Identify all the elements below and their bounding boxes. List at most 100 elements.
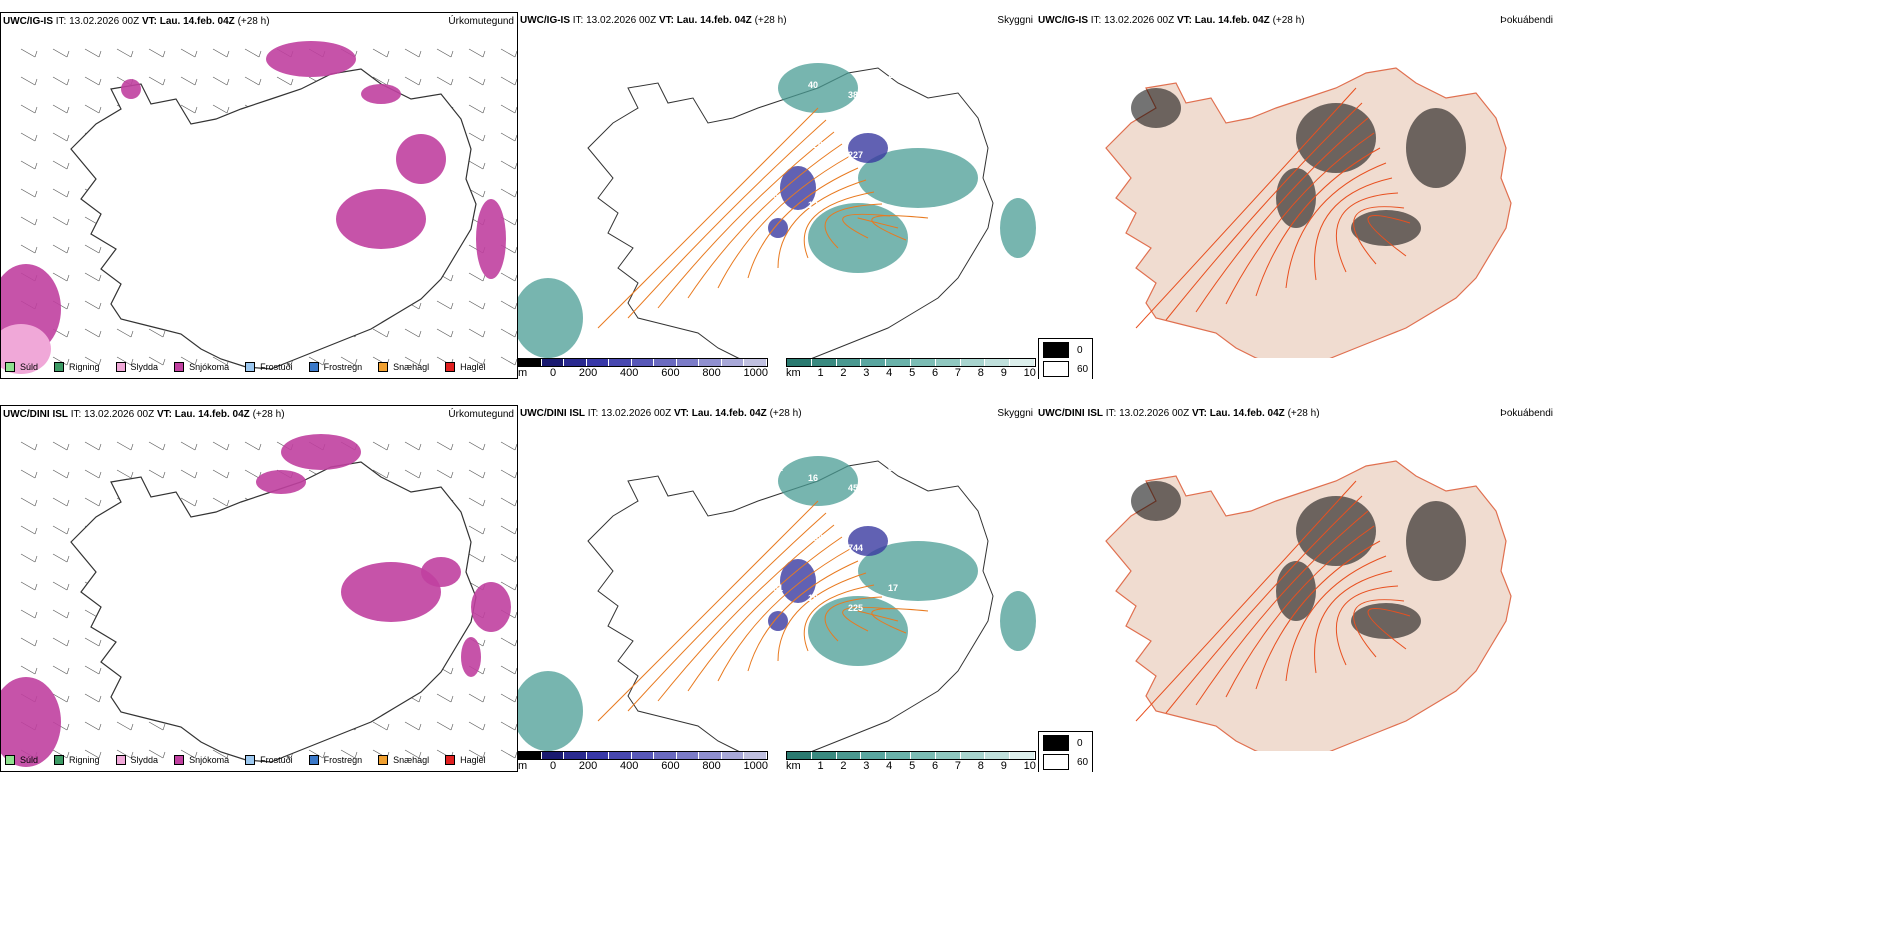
legend-swatch <box>115 362 126 372</box>
precip-type-panel: UWC/IG-IS IT: 13.02.2026 00Z VT: Lau. 14… <box>0 12 518 379</box>
fog-legend-label: 60 <box>1077 756 1089 768</box>
ceiling-tick: 200 <box>578 760 598 772</box>
precip-legend: Súld Rigning Slydda Snjókoma Frostúði Frostre… <box>5 360 486 374</box>
snow-area <box>336 189 426 249</box>
legend-item: Frostregn <box>308 362 362 372</box>
ceiling-value-label: 524 <box>768 523 783 533</box>
valid-time: Lau. 14.feb. 04Z <box>159 16 235 27</box>
ceiling-value-label: 17 <box>888 583 898 593</box>
legend-swatch <box>245 755 256 765</box>
panel-title: UWC/IG-IS IT: 13.02.2026 00Z VT: Lau. 14… <box>3 16 270 27</box>
road <box>1353 206 1405 265</box>
fog-area <box>1296 496 1376 566</box>
legend-swatch <box>445 362 456 372</box>
init-time: 13.02.2026 00Z <box>601 408 672 419</box>
ceiling-tick: 800 <box>702 760 721 772</box>
panel-name: Þokuábendi <box>1500 15 1553 26</box>
legend-label: Rigning <box>69 755 100 765</box>
valid-time: Lau. 14.feb. 04Z <box>174 409 250 420</box>
visibility-tick: 2 <box>840 367 847 379</box>
visibility-tick: 7 <box>954 367 962 379</box>
fog-area <box>1351 210 1421 246</box>
ceiling-value-label: 226 <box>808 140 823 150</box>
ceiling-tick: 800 <box>702 367 721 379</box>
legend-item: Frostúði <box>245 362 293 372</box>
ceiling-value-label: 744 <box>848 543 863 553</box>
visibility-tick: 9 <box>1000 760 1007 772</box>
legend-label: Rigning <box>69 362 100 372</box>
road <box>1367 608 1411 650</box>
fog-legend-label: 60 <box>1077 363 1089 375</box>
vt-label: VT: <box>658 15 674 26</box>
ceiling-value-label: 16 <box>808 473 818 483</box>
panel-name: Skyggni <box>997 408 1033 419</box>
road <box>824 203 883 249</box>
fog-area <box>1296 103 1376 173</box>
legend-item: Frostúði <box>245 755 293 765</box>
legend-label: Haglél <box>460 362 486 372</box>
init-time: 13.02.2026 00Z <box>84 409 155 420</box>
model-name: UWC/DINI ISL <box>3 409 68 420</box>
road <box>597 500 819 722</box>
it-label: IT: <box>70 409 82 420</box>
legend-item: Snjókoma <box>174 362 229 372</box>
legend-swatch <box>115 755 126 765</box>
legend-swatch <box>308 362 319 372</box>
fog-legend-swatch <box>1043 735 1069 751</box>
visibility-map: 382 16 456 651 63 281 524 288 744 335 959 311 151 192… <box>518 456 1036 751</box>
panel-name: Úrkomutegund <box>448 16 514 27</box>
fog-legend-swatch <box>1043 361 1069 377</box>
road <box>1336 192 1399 273</box>
ceiling-tick: 600 <box>661 760 680 772</box>
low-ceiling-area <box>848 133 888 163</box>
legend-item: Súld <box>5 362 38 372</box>
road <box>657 131 835 309</box>
legend-item: Slydda <box>115 362 159 372</box>
legend-item: Haglél <box>445 362 486 372</box>
legend-label: Frostúði <box>260 755 293 765</box>
visibility-tick: 1 <box>817 760 824 772</box>
road <box>777 179 867 269</box>
snow-area <box>281 434 361 470</box>
road <box>717 548 851 682</box>
ceiling-colorbar: m 0 200 400 600 800 1000 <box>518 358 768 379</box>
visibility-tick: 1 <box>817 367 824 379</box>
visibility-tick: 3 <box>863 367 870 379</box>
lead-time: (+28 h) <box>237 16 270 27</box>
road <box>597 107 819 329</box>
road <box>842 606 891 632</box>
fog-area <box>1131 481 1181 521</box>
road <box>824 596 883 642</box>
legend-item: Haglél <box>445 755 486 765</box>
legend-label: Snæhagl <box>393 362 430 372</box>
fog-legend-item: 60 <box>1043 361 1088 377</box>
ceiling-value-label: 63 <box>928 473 938 483</box>
visibility-unit: km <box>786 367 801 379</box>
legend-item: Rigning <box>54 362 100 372</box>
fog-area <box>1131 88 1181 128</box>
visibility-tick: 10 <box>1023 760 1036 772</box>
ceiling-value-label: 40 <box>808 80 818 90</box>
legend-swatch <box>308 755 319 765</box>
snow-area <box>256 470 306 494</box>
road <box>1225 525 1375 698</box>
road <box>717 155 851 289</box>
vt-label: VT: <box>673 408 689 419</box>
visibility-tick: 5 <box>909 760 916 772</box>
road <box>1255 540 1381 690</box>
it-label: IT: <box>587 408 599 419</box>
low-ceiling-area <box>848 526 888 556</box>
ceiling-tick: 400 <box>620 367 639 379</box>
precip-map <box>1 434 517 767</box>
it-label: IT: <box>55 16 67 27</box>
sleet-area <box>1 324 51 374</box>
snow-area <box>341 562 441 622</box>
low-visibility-area <box>858 148 978 208</box>
road <box>687 536 843 692</box>
legend-label: Slydda <box>130 362 159 372</box>
vt-label: VT: <box>141 16 157 27</box>
legend-label: Súld <box>20 755 39 765</box>
fog-legend-swatch <box>1043 754 1069 770</box>
lead-time: (+28 h) <box>769 408 802 419</box>
visibility-panel: UWC/IG-IS IT: 13.02.2026 00Z VT: Lau. 14… <box>518 12 1036 379</box>
